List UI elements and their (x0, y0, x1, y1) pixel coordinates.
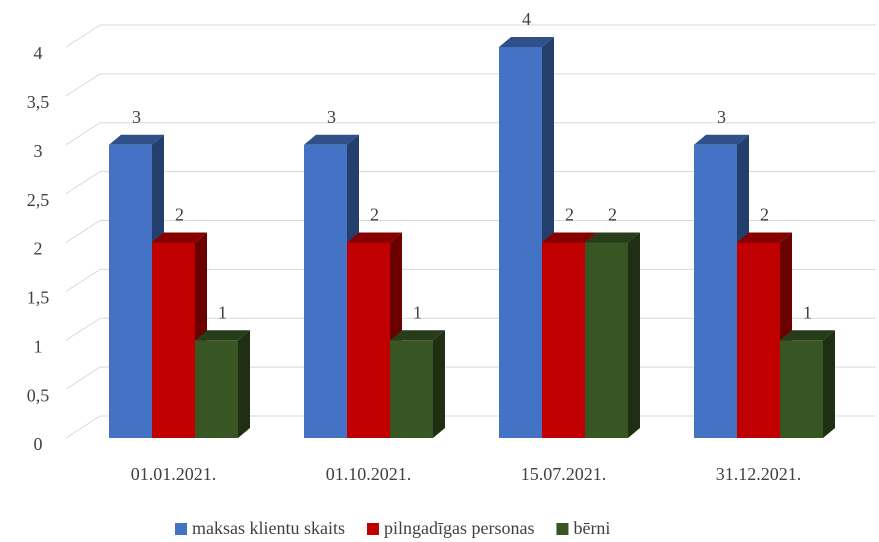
y-tick-label: 0 (34, 434, 43, 454)
value-label: 3 (327, 107, 336, 127)
x-tick-label: 01.01.2021. (131, 464, 217, 484)
value-label: 2 (565, 205, 574, 225)
y-tick-label: 1,5 (27, 288, 50, 308)
y-tick-label: 2 (34, 239, 43, 259)
legend-label: bērni (573, 518, 610, 538)
y-tick-label: 3 (34, 141, 43, 161)
bar-top (585, 232, 640, 243)
grid-line (65, 171, 101, 195)
bar (585, 242, 628, 438)
grid-line (65, 317, 101, 341)
legend-label: maksas klientu skaits (192, 518, 345, 538)
bar-top (737, 232, 792, 243)
x-tick-label: 01.10.2021. (326, 464, 412, 484)
bar (195, 340, 238, 438)
value-label: 2 (760, 205, 769, 225)
grid-line (65, 366, 101, 390)
bar-top (152, 232, 207, 243)
y-tick-label: 2,5 (27, 190, 50, 210)
bar (694, 144, 737, 438)
y-tick-label: 1 (34, 336, 43, 356)
value-label: 1 (218, 302, 227, 322)
grid-line (65, 415, 101, 439)
legend-swatch (556, 523, 569, 535)
grid-line (65, 73, 101, 97)
bar (737, 242, 780, 438)
value-label: 1 (413, 302, 422, 322)
bar-side (433, 330, 445, 438)
bar (304, 144, 347, 438)
x-tick-label: 31.12.2021. (716, 464, 802, 484)
bar (109, 144, 152, 438)
bar-top (304, 134, 359, 145)
value-label: 2 (608, 205, 617, 225)
legend-swatch (366, 523, 379, 535)
bar-top (195, 330, 250, 341)
bar (499, 47, 542, 438)
value-label: 1 (803, 302, 812, 322)
bar (152, 242, 195, 438)
value-label: 3 (717, 107, 726, 127)
y-tick-label: 4 (34, 43, 43, 63)
grid-line (65, 24, 101, 48)
bar-top (390, 330, 445, 341)
value-label: 4 (522, 9, 531, 29)
legend-label: pilngadīgas personas (384, 518, 534, 538)
bar-top (694, 134, 749, 145)
value-label: 2 (370, 205, 379, 225)
bar (347, 242, 390, 438)
bar-side (823, 330, 835, 438)
value-label: 2 (175, 205, 184, 225)
bar-top (542, 232, 597, 243)
bar (390, 340, 433, 438)
bar-top (347, 232, 402, 243)
grid-line (65, 220, 101, 243)
grid-line (65, 268, 101, 292)
bar-side (628, 232, 640, 438)
y-tick-label: 0,5 (27, 385, 50, 405)
bar (542, 242, 585, 438)
grid-line (65, 122, 101, 146)
bar-top (109, 134, 164, 145)
x-tick-label: 15.07.2021. (521, 464, 607, 484)
bar (780, 340, 823, 438)
bar-top (499, 37, 554, 47)
legend-swatch (175, 523, 187, 535)
y-tick-label: 3,5 (27, 92, 50, 112)
bar-side (238, 330, 250, 438)
bar-top (780, 330, 835, 341)
value-label: 3 (132, 107, 141, 127)
